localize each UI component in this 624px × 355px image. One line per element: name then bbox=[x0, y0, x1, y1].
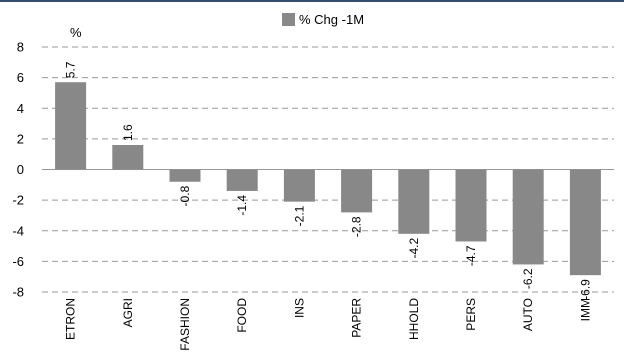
x-tick-label: INS bbox=[292, 298, 306, 318]
x-tick-label: PERS bbox=[464, 298, 478, 331]
y-axis: 8 6 4 2 0 -2 -4 -6 -8 bbox=[12, 40, 24, 300]
y-tick-label: -8 bbox=[12, 285, 24, 300]
bars bbox=[55, 82, 601, 275]
y-tick-label: -6 bbox=[12, 254, 24, 269]
bar bbox=[341, 170, 372, 213]
legend-label: % Chg -1M bbox=[299, 12, 364, 27]
x-tick-label: FOOD bbox=[235, 298, 249, 333]
x-tick-label: HHOLD bbox=[407, 298, 421, 340]
y-tick-label: -2 bbox=[12, 193, 24, 208]
bar bbox=[55, 82, 86, 169]
x-tick-label: AUTO bbox=[521, 298, 535, 331]
y-tick-label: 8 bbox=[17, 40, 24, 55]
data-label: -6.9 bbox=[578, 279, 592, 300]
data-label: -2.1 bbox=[292, 205, 306, 226]
x-tick-label: AGRI bbox=[121, 298, 135, 327]
bar bbox=[112, 145, 143, 170]
y-tick-label: -4 bbox=[12, 223, 24, 238]
data-label: -2.8 bbox=[350, 216, 364, 237]
y-tick-label: 0 bbox=[17, 162, 24, 177]
data-label: 1.6 bbox=[121, 124, 135, 141]
bar bbox=[170, 170, 201, 182]
bar bbox=[284, 170, 315, 202]
x-axis: ETRON AGRI FASHION FOOD INS PAPER HHOLD PERS AUT… bbox=[64, 298, 593, 350]
bar bbox=[398, 170, 429, 234]
data-label: -4.2 bbox=[407, 237, 421, 258]
data-label: 5.7 bbox=[64, 61, 78, 78]
bar bbox=[513, 170, 544, 265]
data-label: -0.8 bbox=[178, 185, 192, 206]
x-tick-label: ETRON bbox=[64, 298, 78, 340]
y-tick-label: 4 bbox=[17, 101, 24, 116]
legend: % Chg -1M bbox=[282, 12, 364, 27]
bar bbox=[227, 170, 258, 191]
y-tick-label: 2 bbox=[17, 131, 24, 146]
legend-swatch bbox=[282, 13, 295, 26]
x-tick-label: FASHION bbox=[178, 298, 192, 350]
data-label: -1.4 bbox=[235, 195, 249, 216]
x-tick-label: IMM bbox=[578, 298, 592, 321]
bar bbox=[570, 170, 601, 276]
bar bbox=[456, 170, 487, 242]
unit-label: % bbox=[70, 25, 82, 40]
data-label: -6.2 bbox=[521, 268, 535, 289]
y-tick-label: 6 bbox=[17, 70, 24, 85]
x-tick-label: PAPER bbox=[350, 298, 364, 338]
data-label: -4.7 bbox=[464, 245, 478, 266]
